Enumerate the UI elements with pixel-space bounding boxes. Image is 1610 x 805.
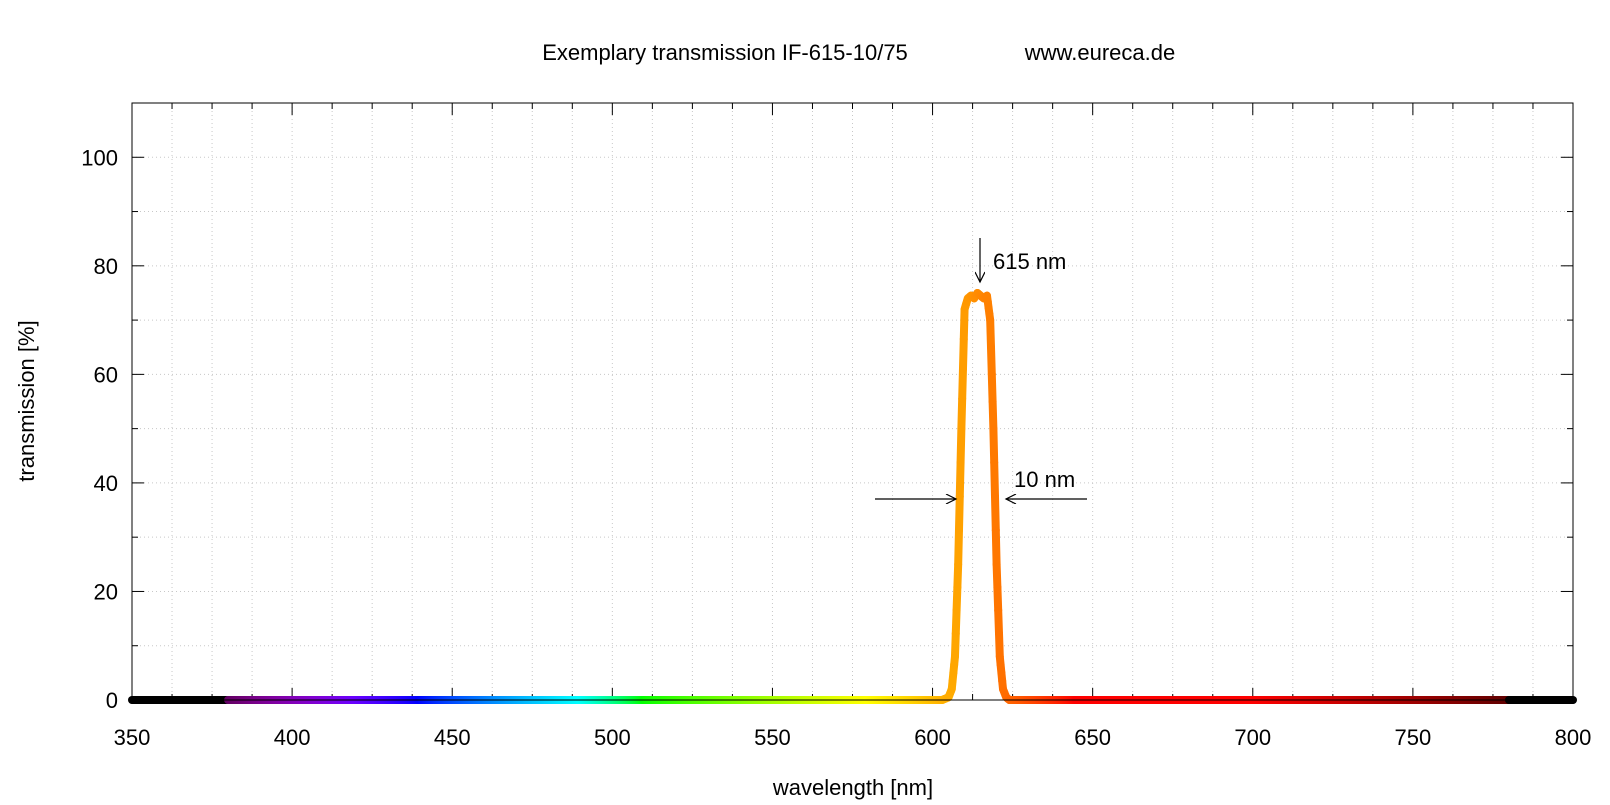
curve-segment	[954, 526, 963, 569]
x-tick-label: 600	[914, 725, 951, 750]
peak-label: 615 nm	[993, 249, 1066, 274]
curve-segment	[987, 370, 997, 406]
y-tick-label: 0	[106, 688, 118, 713]
curve-segment	[955, 458, 965, 501]
tick-labels: 350 400 450 500 550 600 650 700 750 800 0 20 40 60 80 1…	[81, 145, 1591, 750]
x-tick-label: 500	[594, 725, 631, 750]
curve-segment	[954, 492, 964, 535]
curve-segment	[990, 458, 999, 501]
y-tick-label: 60	[94, 362, 118, 387]
curve-segment	[986, 316, 995, 352]
axis-ticks	[132, 103, 1573, 700]
x-tick-label: 350	[114, 725, 151, 750]
y-tick-label: 20	[94, 579, 118, 604]
curve-segment	[956, 424, 966, 467]
transmission-curve	[128, 288, 1577, 704]
x-tick-label: 650	[1074, 725, 1111, 750]
y-tick-label: 80	[94, 254, 118, 279]
curve-segment	[991, 526, 1001, 569]
x-tick-label: 750	[1395, 725, 1432, 750]
y-axis-title: transmission [%]	[14, 320, 39, 481]
grid-lines	[132, 103, 1573, 700]
peak-annotation: 615 nm	[980, 238, 1066, 282]
curve-segment	[958, 364, 967, 403]
bandwidth-label: 10 nm	[1014, 467, 1075, 492]
plot-frame	[131, 102, 1574, 701]
x-tick-label: 550	[754, 725, 791, 750]
curve-segment	[959, 305, 969, 344]
curve-segment	[958, 335, 968, 373]
x-tick-label: 400	[274, 725, 311, 750]
chart-subtitle: www.eureca.de	[1024, 40, 1175, 65]
x-tick-label: 700	[1234, 725, 1271, 750]
x-tick-label: 450	[434, 725, 471, 750]
y-tick-label: 100	[81, 145, 118, 170]
curve-segment	[989, 424, 999, 467]
curve-segment	[990, 492, 1000, 535]
chart-title: Exemplary transmission IF-615-10/75	[542, 40, 908, 65]
x-tick-label: 800	[1555, 725, 1592, 750]
y-tick-label: 40	[94, 471, 118, 496]
x-axis-title: wavelength [nm]	[772, 775, 933, 800]
bandwidth-annotation: 10 nm	[875, 467, 1087, 499]
curve-segment	[986, 343, 996, 379]
curve-segment	[957, 394, 967, 433]
curve-segment	[988, 397, 998, 433]
